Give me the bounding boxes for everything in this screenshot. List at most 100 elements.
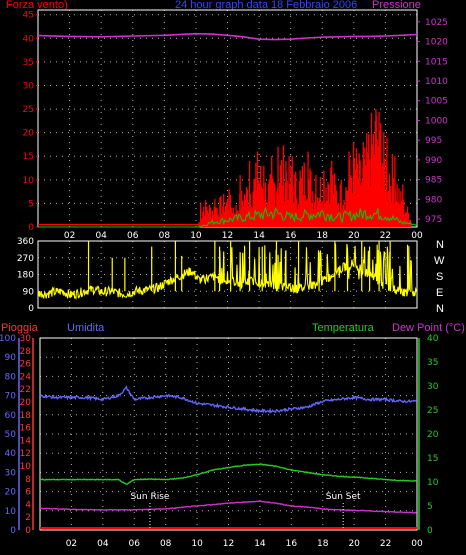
pressure-y-tick-label: 990 [425, 156, 442, 166]
direction-axes: 0 90 180 270 360 [17, 237, 34, 314]
x-tick-label: 10 [190, 231, 202, 241]
rain-axis-label: Pioggia [1, 322, 39, 334]
rain-y-tick-label: 30 [20, 334, 32, 344]
direction-y-tick-label: 270 [17, 254, 34, 264]
x-tick-label: 00 [411, 231, 423, 241]
pressure-y-tick-label: 995 [425, 136, 442, 146]
rain-y-tick-label: 4 [25, 500, 31, 510]
wind-y-tick-label: 45 [23, 11, 34, 21]
pressure-y-tick-label: 975 [425, 215, 442, 225]
rain-y-tick-label: 10 [20, 462, 32, 472]
rain-y-tick-label: 0 [25, 526, 31, 536]
humidity-y-tick-label: 40 [5, 449, 17, 459]
rain-y-tick-label: 2 [25, 513, 31, 523]
sunrise-label: Sun Rise [130, 492, 169, 502]
x-tick-label: 14 [253, 231, 265, 241]
rain-y-tick-label: 18 [20, 411, 32, 421]
direction-label-s: S [436, 271, 443, 283]
direction-plot [37, 241, 418, 300]
x-tick-label: 14 [254, 539, 266, 549]
x-tick-label: 08 [159, 231, 171, 241]
humidity-line [39, 385, 417, 414]
x-tick-label: 20 [348, 539, 360, 549]
temp-y-tick-label: 5 [427, 502, 433, 512]
pressure-y-tick-label: 1025 [425, 18, 448, 28]
rain-y-tick-label: 28 [20, 347, 32, 357]
humidity-y-tick-label: 0 [10, 526, 16, 536]
humidity-axis-label: Umidita [67, 322, 105, 334]
x-tick-label: 02 [64, 231, 75, 241]
x-tick-label: 16 [286, 539, 298, 549]
direction-y-tick-label: 360 [17, 237, 34, 247]
temp-y-tick-label: 40 [427, 334, 439, 344]
pressure-axis-label: Pressione [372, 0, 421, 11]
x-tick-label: 18 [317, 231, 329, 241]
humidity-temp-grid [40, 338, 417, 530]
wind-y-tick-label: 15 [23, 152, 34, 162]
wind-y-tick-label: 25 [23, 105, 34, 115]
rain-y-tick-label: 26 [20, 360, 32, 370]
x-tick-label: 08 [160, 539, 172, 549]
direction-y-tick-label: 0 [28, 304, 34, 314]
dew-point-line [39, 500, 417, 514]
temp-y-tick-label: 30 [427, 382, 439, 392]
rain-y-tick-label: 22 [20, 385, 31, 395]
humidity-y-tick-label: 70 [5, 392, 17, 402]
rain-y-tick-label: 14 [20, 436, 32, 446]
wind-y-tick-label: 35 [23, 58, 34, 68]
humidity-y-tick-label: 60 [5, 411, 17, 421]
direction-label-n-bottom: N [436, 303, 444, 315]
wind-pressure-plot [37, 32, 418, 228]
x-tick-label: 06 [129, 539, 141, 549]
x-tick-label: 20 [348, 231, 360, 241]
wind-y-tick-label: 10 [23, 176, 35, 186]
x-tick-label: 00 [411, 539, 423, 549]
humidity-y-tick-label: 80 [5, 372, 17, 382]
humidity-y-tick-label: 50 [5, 430, 17, 440]
x-tick-label: 12 [223, 539, 234, 549]
humidity-y-tick-label: 30 [5, 468, 17, 478]
x-tick-label: 04 [97, 539, 109, 549]
pressure-y-tick-label: 980 [425, 195, 442, 205]
temperature-line [39, 463, 417, 486]
x-tick-label: 04 [95, 231, 107, 241]
humidity-temp-axes: 0102030405060708090100024681012141618202… [0, 334, 439, 549]
rain-y-tick-label: 6 [25, 488, 31, 498]
x-tick-label: 12 [222, 231, 233, 241]
temperature-axis-label: Temperatura [312, 322, 375, 334]
sunset-label: Sun Set [326, 492, 361, 502]
humidity-y-tick-label: 10 [5, 507, 17, 517]
wind-y-tick-label: 0 [28, 223, 34, 233]
direction-y-tick-label: 90 [23, 287, 35, 297]
rain-y-tick-label: 24 [20, 372, 32, 382]
x-tick-label: 10 [191, 539, 203, 549]
wind-y-tick-label: 30 [23, 81, 35, 91]
direction-line [37, 243, 418, 300]
humidity-y-tick-label: 90 [5, 353, 17, 363]
temp-y-tick-label: 20 [427, 430, 439, 440]
pressure-y-tick-label: 985 [425, 176, 442, 186]
x-tick-label: 22 [380, 539, 391, 549]
humidity-y-tick-label: 20 [5, 488, 17, 498]
wind-pressure-axes: 0510152025303540459759809859909951000100… [23, 11, 449, 241]
pressure-y-tick-label: 1020 [425, 38, 448, 48]
humidity-temp-plot: Sun Rise Sun Set [39, 385, 417, 530]
rain-y-tick-label: 12 [20, 449, 31, 459]
rain-y-tick-label: 8 [25, 475, 31, 485]
pressure-y-tick-label: 1015 [425, 57, 448, 67]
pressure-y-tick-label: 1000 [425, 116, 448, 126]
wind-y-tick-label: 5 [28, 199, 34, 209]
x-tick-label: 06 [127, 231, 139, 241]
wind-y-tick-label: 20 [23, 129, 35, 139]
dew-point-axis-label: Dew Point (°C) [392, 322, 465, 334]
x-tick-label: 02 [66, 539, 77, 549]
x-tick-label: 22 [380, 231, 391, 241]
temp-y-tick-label: 0 [427, 526, 433, 536]
pressure-y-tick-label: 1010 [425, 77, 448, 87]
temp-y-tick-label: 10 [427, 478, 439, 488]
x-tick-label: 18 [317, 539, 329, 549]
gust-line [38, 206, 418, 228]
temp-y-tick-label: 35 [427, 358, 438, 368]
